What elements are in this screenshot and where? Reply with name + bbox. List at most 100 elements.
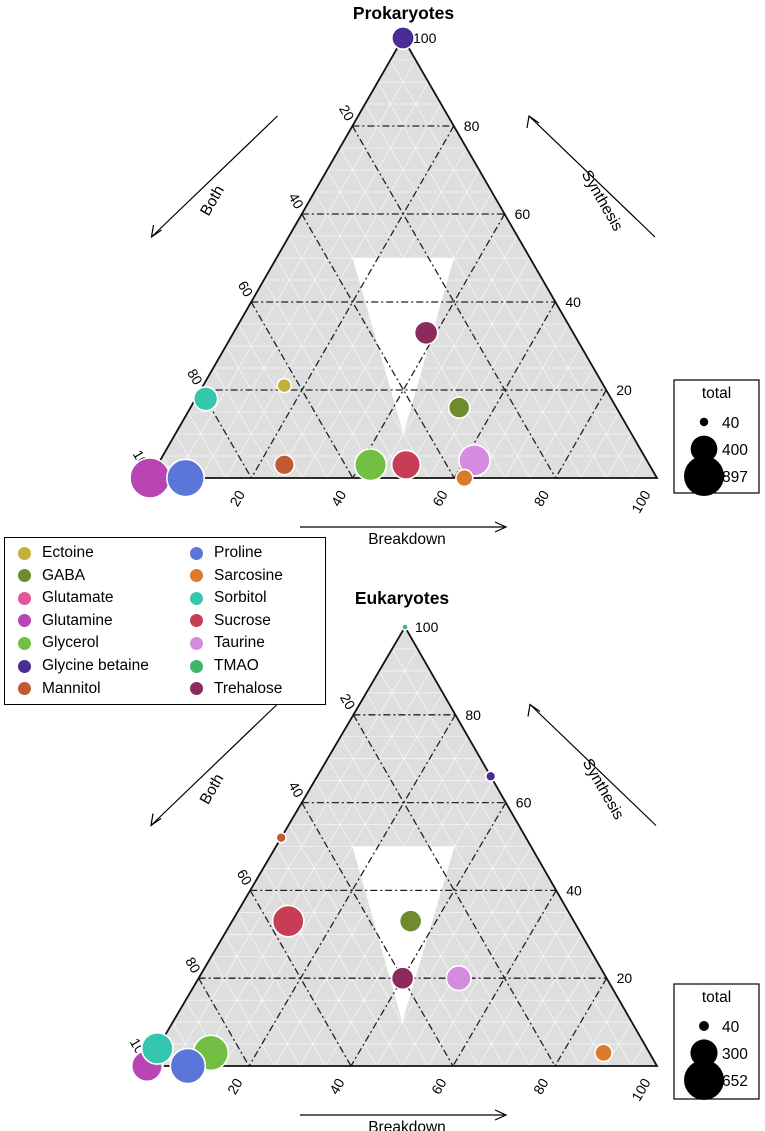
point-sarcosine: [455, 468, 474, 488]
minor-grid-line: [529, 956, 595, 1067]
legend-label: GABA: [42, 566, 86, 584]
major-grid-line: [350, 802, 507, 1067]
minor-grid-line: [339, 147, 531, 479]
point-glycine-betaine: [391, 26, 415, 50]
tick-both: 40: [285, 779, 307, 801]
minor-grid-line: [187, 411, 227, 479]
tick-both: 20: [336, 102, 358, 124]
major-grid-line: [352, 213, 506, 479]
tick-both: 60: [235, 278, 257, 300]
minor-grid-line: [263, 279, 379, 479]
both-axis-arrow: [151, 115, 278, 238]
both-arrowhead: [150, 813, 162, 827]
tick-synthesis: 40: [565, 294, 581, 310]
legend-item: Glutamine: [17, 610, 113, 632]
size-legend-dot: [690, 1039, 718, 1067]
point-ectoine: [276, 377, 293, 394]
size-legend-dot: [699, 1021, 709, 1031]
legend-swatch: [189, 613, 204, 629]
point-sorbitol: [192, 386, 219, 412]
point-proline: [169, 1047, 207, 1085]
ternary-panel-2: Eukaryotes 20 20 20 40 40 40 60 60 60 80 80 80 100 100…: [127, 588, 760, 1131]
tick-breakdown: 20: [224, 1075, 246, 1097]
legend-swatch: [189, 658, 204, 674]
minor-grid-line: [238, 323, 328, 479]
legend-label: Glutamine: [42, 611, 113, 629]
minor-grid-line: [288, 235, 430, 479]
minor-grid-line: [390, 59, 632, 479]
major-grid-line: [250, 301, 354, 479]
size-legend-label: 897: [722, 469, 748, 486]
legend-label: Sucrose: [214, 611, 271, 629]
point-glycerol: [353, 448, 388, 482]
size-legend-label: 652: [722, 1073, 748, 1090]
major-grid-line: [554, 977, 608, 1067]
minor-grid-line: [200, 81, 429, 479]
major-grid-line: [452, 890, 557, 1067]
legend-swatch: [17, 635, 32, 651]
legend-item: Ectoine: [17, 542, 94, 564]
axis-label-breakdown: Breakdown: [368, 1119, 446, 1131]
minor-grid-line: [327, 191, 493, 479]
point-gaba: [447, 396, 471, 419]
minor-grid-line: [274, 736, 469, 1067]
tick-synthesis: 20: [616, 382, 632, 398]
point-sarcosine: [594, 1043, 613, 1063]
size-legend: total 40 300 652: [673, 983, 760, 1100]
tick-breakdown: 40: [328, 487, 350, 509]
axis-label-synthesis: Synthesis: [578, 167, 626, 234]
minor-grid-line: [631, 455, 645, 479]
minor-grid-line: [276, 147, 467, 479]
legend-item: GABA: [17, 565, 85, 587]
size-legend: total 40 400 897: [673, 379, 760, 496]
triangle-frame: [145, 625, 659, 1067]
both-arrowhead: [150, 224, 162, 239]
chart-title: Eukaryotes: [355, 588, 450, 608]
minor-grid-line: [262, 868, 377, 1067]
both-axis-arrow: [150, 704, 278, 826]
minor-grid-line: [478, 912, 570, 1067]
minor-grid-line: [391, 648, 632, 1067]
minor-grid-line: [580, 411, 620, 479]
legend-label: Sorbitol: [214, 589, 267, 607]
legend-item: Glycerol: [17, 632, 99, 654]
legend-item: Sorbitol: [189, 587, 267, 609]
point-sucrose: [390, 449, 422, 480]
synthesis-arrowhead: [526, 114, 540, 129]
legend-label: Taurine: [214, 634, 265, 652]
minor-grid-line: [326, 169, 506, 479]
minor-grid-line: [211, 956, 275, 1067]
point-sucrose: [271, 904, 305, 938]
tick-breakdown: 20: [226, 487, 248, 509]
point-taurine: [458, 444, 491, 477]
minor-grid-line: [427, 868, 544, 1067]
major-grid-line: [555, 389, 607, 479]
tick-both: 80: [184, 366, 206, 388]
minor-grid-line: [376, 824, 519, 1067]
tick-synthesis: 40: [566, 882, 582, 898]
axis-label-synthesis: Synthesis: [579, 756, 627, 823]
minor-grid-line: [340, 736, 530, 1067]
size-legend-dot: [684, 456, 724, 496]
minor-grid-line: [197, 670, 431, 1067]
minor-grid-line: [299, 758, 481, 1067]
size-legend-dot: [684, 1060, 724, 1100]
legend-item: Glutamate: [17, 587, 114, 609]
tick-breakdown: 60: [428, 1075, 450, 1097]
legend-swatch: [17, 590, 32, 606]
legend-label: Ectoine: [42, 544, 94, 561]
tick-synthesis: 60: [516, 795, 532, 811]
major-grid-line: [198, 977, 250, 1067]
axis-label-breakdown: Breakdown: [368, 531, 446, 548]
legend-swatch: [189, 635, 204, 651]
minor-grid-line: [225, 103, 442, 479]
point-sorbitol: [140, 1031, 174, 1065]
breakdown-arrowhead: [494, 521, 508, 533]
legend-label: Glutamate: [42, 589, 114, 607]
minor-grid-line: [212, 367, 278, 479]
point-mannitol: [273, 454, 296, 476]
size-legend-dot: [690, 435, 718, 463]
size-legend-title: total: [702, 989, 731, 1006]
point-mannitol: [275, 831, 287, 844]
